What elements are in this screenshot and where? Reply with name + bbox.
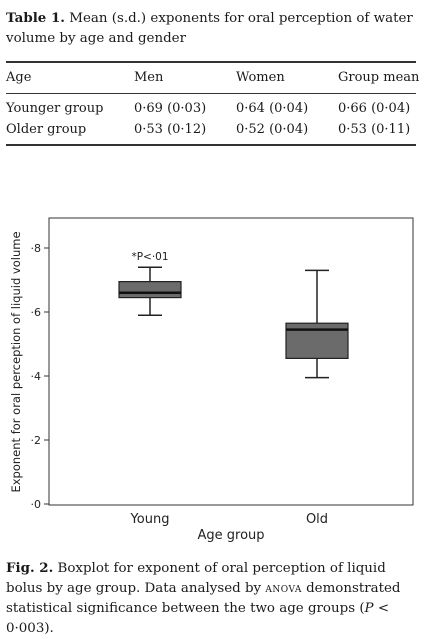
box-young bbox=[118, 280, 182, 299]
table-header-group-mean: Group mean bbox=[338, 70, 420, 85]
boxplot-chart: Exponent for oral perception of liquid v… bbox=[9, 217, 414, 543]
p-symbol: P bbox=[364, 601, 374, 616]
figure-caption: Fig. 2. Boxplot for exponent of oral per… bbox=[6, 558, 416, 639]
y-tick-label: ·8 bbox=[31, 242, 42, 255]
table-cell: 0·53 (0·11) bbox=[338, 122, 411, 137]
significance-annotation: *P<·01 bbox=[131, 251, 168, 263]
y-tick-label: ·0 bbox=[31, 498, 42, 511]
table-cell: 0·53 (0·12) bbox=[134, 122, 207, 137]
table-header-women: Women bbox=[236, 70, 285, 85]
table-cell: Older group bbox=[6, 122, 87, 137]
y-tick-label: ·6 bbox=[31, 306, 42, 319]
table-cell: 0·66 (0·04) bbox=[338, 101, 411, 116]
x-axis-label: Age group bbox=[197, 528, 264, 543]
table-top-rule bbox=[6, 61, 416, 63]
table-cell: 0·52 (0·04) bbox=[236, 122, 309, 137]
table-cell: 0·64 (0·04) bbox=[236, 101, 309, 116]
table-caption-text: Mean (s.d.) exponents for oral perceptio… bbox=[6, 11, 413, 46]
figure-caption-text: Boxplot for exponent of oral perception … bbox=[6, 561, 386, 596]
y-tick-label: ·4 bbox=[31, 370, 42, 383]
table-header-rule bbox=[6, 93, 416, 94]
figure-label: Fig. 2. bbox=[6, 560, 54, 576]
table-label: Table 1. bbox=[6, 10, 65, 26]
y-tick-label: ·2 bbox=[31, 434, 42, 447]
anova-text: ANOVA bbox=[265, 581, 302, 596]
table-cell: 0·69 (0·03) bbox=[134, 101, 207, 116]
y-axis-label: Exponent for oral perception of liquid v… bbox=[9, 231, 23, 492]
figure-caption-text-2: demonstrated statistical significance be… bbox=[6, 581, 401, 616]
plot-frame bbox=[48, 217, 414, 506]
table-caption: Table 1. Mean (s.d.) exponents for oral … bbox=[6, 8, 416, 49]
x-category-label: Young bbox=[130, 512, 170, 527]
table-bottom-rule bbox=[6, 144, 416, 146]
table-cell: Younger group bbox=[6, 101, 104, 116]
table-header-age: Age bbox=[6, 70, 32, 85]
x-category-label: Old bbox=[306, 512, 328, 527]
table-header-men: Men bbox=[134, 70, 164, 85]
